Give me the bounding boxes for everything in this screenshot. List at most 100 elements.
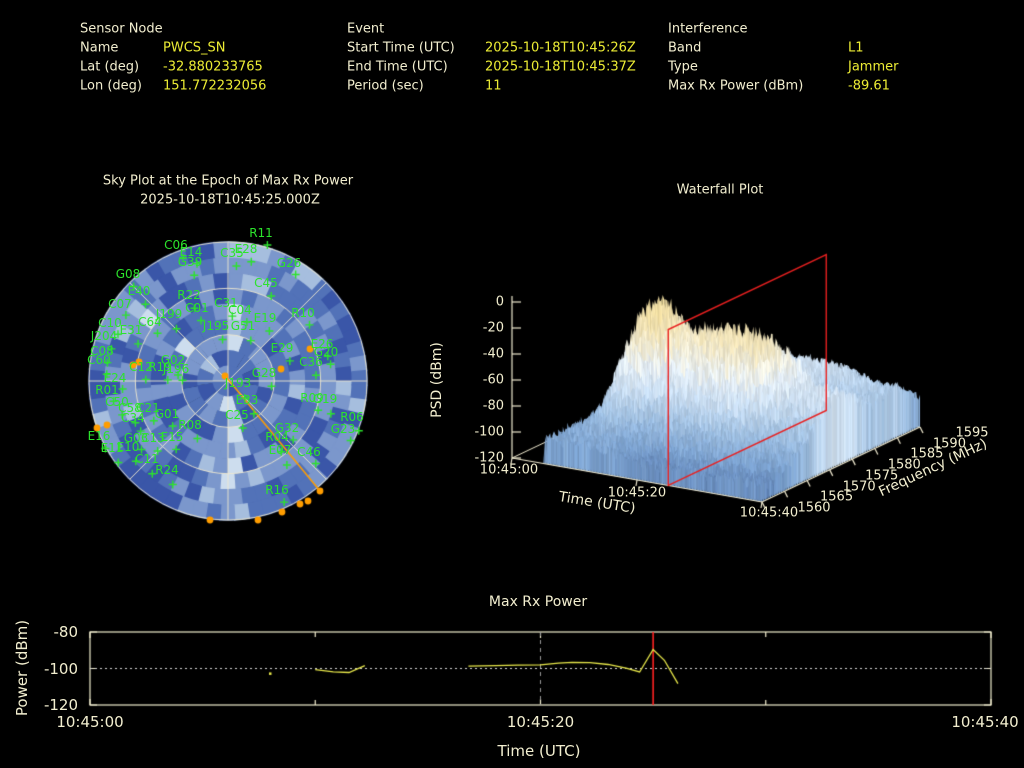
satellite-label: R24: [155, 463, 179, 477]
satellite-label: J193: [224, 376, 252, 390]
power-y-tick-label: -120: [43, 696, 78, 714]
satellite-label: E31: [119, 323, 143, 337]
satellite-label: E07: [268, 443, 292, 457]
waterfall-freq-tick-label: 1565: [820, 489, 854, 505]
satellite-label: E40: [127, 284, 151, 298]
satellite-label: C07: [108, 297, 132, 311]
power-x-tick-label: 10:45:20: [506, 713, 575, 731]
max-rx-power-label: Max Rx Power (dBm): [668, 78, 804, 94]
psd-tick-label: -100: [474, 424, 504, 440]
end-time-value: 2025-10-18T10:45:37Z: [485, 59, 636, 75]
lat-value: -32.880233765: [163, 59, 263, 75]
power-x-tick-label: 10:45:40: [951, 713, 1019, 731]
power-chart-x-axis-label: Time (UTC): [497, 742, 581, 760]
satellite-label: E16: [87, 429, 111, 443]
satellite-label: C10: [98, 316, 122, 330]
satellite-label: C06: [164, 238, 188, 252]
satellite-label: C25: [225, 408, 249, 422]
waterfall-freq-tick-label: 1560: [797, 500, 831, 516]
waterfall-time-tick-label: 10:45:40: [739, 505, 799, 521]
waterfall-freq-tick-label: 1575: [865, 468, 899, 484]
band-label: Band: [668, 40, 702, 56]
satellite-label: J199: [155, 307, 183, 321]
end-time-label: End Time (UTC): [347, 59, 448, 75]
satellite-label: G26: [276, 256, 302, 270]
satellite-label: C21: [136, 401, 160, 415]
lat-label: Lat (deg): [80, 59, 140, 75]
satellite-label: E11: [100, 441, 124, 455]
satellite-label: E14: [179, 245, 203, 259]
power-chart-y-axis-label: Power (dBm): [13, 619, 31, 717]
satellite-label: G23: [330, 422, 356, 436]
satellite-label: R06: [340, 410, 364, 424]
waterfall-time-tick-label: 10:45:20: [607, 485, 667, 501]
satellite-label: J196: [162, 362, 190, 376]
satellite-label: G03: [123, 431, 149, 445]
satellite-label: C11: [135, 452, 159, 466]
lon-label: Lon (deg): [80, 78, 142, 94]
satellite-label: E26: [310, 337, 334, 351]
satellite-label: C31: [214, 296, 238, 310]
satellite-label: R04: [265, 430, 289, 444]
waterfall-freq-tick-label: 1590: [932, 436, 966, 452]
start-time-value: 2025-10-18T10:45:26Z: [485, 40, 636, 56]
waterfall-freq-tick-label: 1585: [910, 446, 944, 462]
satellite-label: E15: [160, 430, 184, 444]
waterfall-z-axis-label: PSD (dBm): [429, 342, 445, 418]
band-value: L1: [848, 40, 864, 56]
power-chart-title: Max Rx Power: [488, 594, 588, 610]
satellite-label: R08: [178, 418, 202, 432]
satellite-label: C35: [220, 246, 244, 260]
satellite-label: C46: [297, 445, 321, 459]
event-title: Event: [347, 21, 385, 37]
satellite-label: E10: [116, 440, 140, 454]
start-time-label: Start Time (UTC): [347, 40, 455, 56]
satellite-label: C64: [138, 315, 162, 329]
type-label: Type: [668, 59, 698, 75]
psd-tick-label: -40: [482, 346, 504, 362]
skyplot-subtitle: 2025-10-18T10:45:25.000Z: [140, 192, 320, 208]
satellite-label: G19: [312, 392, 338, 406]
period-label: Period (sec): [347, 78, 424, 94]
waterfall-freq-tick-label: 1580: [887, 457, 921, 473]
satellite-label: E29: [270, 341, 294, 355]
satellite-label: C01: [185, 301, 209, 315]
satellite-label: C12: [129, 360, 153, 374]
satellite-label: R16: [265, 483, 289, 497]
waterfall-title: Waterfall Plot: [676, 182, 764, 198]
waterfall-freq-tick-label: 1595: [955, 425, 989, 441]
name-label: Name: [80, 40, 119, 56]
satellite-label: G28: [251, 366, 277, 380]
psd-tick-label: -80: [482, 398, 504, 414]
satellite-label: E24: [103, 371, 127, 385]
satellite-label: R19: [148, 360, 172, 374]
name-value: PWCS_SN: [163, 40, 226, 56]
power-y-tick-label: -80: [53, 623, 79, 641]
satellite-label: E28: [234, 242, 258, 256]
satellite-label: G02: [160, 353, 186, 367]
psd-tick-label: -20: [482, 320, 504, 336]
satellite-label: E19: [253, 311, 277, 325]
satellite-label: J204: [90, 329, 118, 343]
satellite-label: G01: [154, 407, 180, 421]
lon-value: 151.772232056: [163, 78, 267, 94]
satellite-label: R10: [291, 306, 315, 320]
satellite-label: C50: [105, 395, 129, 409]
satellite-label: R22: [177, 288, 201, 302]
satellite-label: C58: [118, 401, 142, 415]
satellite-label: G20: [313, 345, 339, 359]
satellite-label: G32: [274, 421, 300, 435]
psd-tick-label: -120: [474, 450, 504, 466]
satellite-label: C45: [254, 276, 278, 290]
type-value: Jammer: [848, 59, 899, 75]
satellite-label: G51: [230, 319, 256, 333]
sensor-node-title: Sensor Node: [80, 21, 163, 37]
satellite-label: G08: [115, 267, 141, 281]
psd-tick-label: -60: [482, 372, 504, 388]
max-rx-power-value: -89.61: [848, 78, 890, 94]
psd-tick-label: 0: [495, 294, 504, 310]
satellite-label: J195: [202, 319, 230, 333]
satellite-label: R11: [249, 226, 273, 240]
satellite-label: C04: [228, 303, 252, 317]
